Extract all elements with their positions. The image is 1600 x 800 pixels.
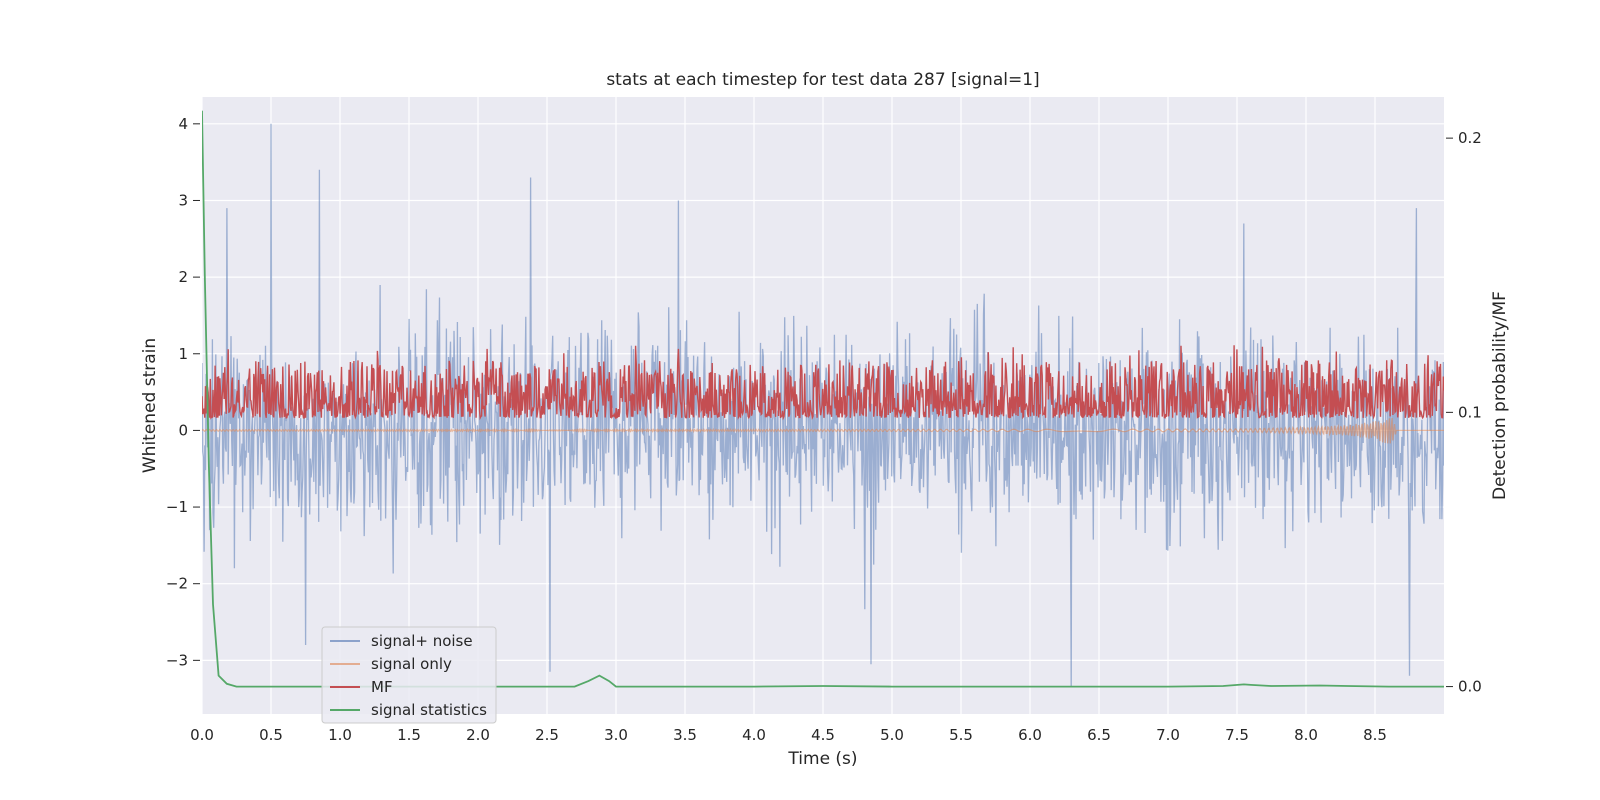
series-signal-noise: [202, 123, 1444, 688]
x-tick-label: 2.5: [535, 726, 559, 744]
x-tick-label: 2.0: [466, 726, 490, 744]
chart-title: stats at each timestep for test data 287…: [606, 70, 1039, 90]
legend: signal+ noise signal only MF signal statist…: [321, 626, 497, 724]
x-tick-label: 0.5: [259, 726, 283, 744]
y2-tick-label: 0.1: [1458, 403, 1482, 421]
legend-label: signal statistics: [371, 701, 487, 719]
y2-tick-label: 0.2: [1458, 129, 1482, 147]
x-tick-label: 1.0: [328, 726, 352, 744]
x-tick-label: 8.5: [1363, 726, 1387, 744]
x-axis-label: Time (s): [787, 749, 857, 769]
series-signal-only: [202, 417, 1444, 444]
y-tick-label: 0: [178, 421, 188, 439]
y2-axis-label: Detection probability/MF: [1490, 291, 1510, 500]
x-tick-label: 3.0: [604, 726, 628, 744]
legend-label: signal+ noise: [371, 632, 473, 650]
series-mf: [202, 345, 1444, 421]
x-tick-label: 3.5: [673, 726, 697, 744]
y-tick-label: −1: [166, 498, 188, 516]
y-tick-label: 2: [178, 268, 188, 286]
x-tick-label: 5.5: [949, 726, 973, 744]
x-tick-label: 5.0: [880, 726, 904, 744]
axes-layer: 0.0 0.5 1.0 1.5 2.0 2.5 3.0 3.5 4.0 4.5 5.0 5.5 6.0 6…: [166, 115, 1482, 744]
x-tick-label: 7.0: [1156, 726, 1180, 744]
x-tick-label: 6.5: [1087, 726, 1111, 744]
y-tick-label: 3: [178, 191, 188, 209]
legend-label: signal only: [371, 655, 452, 673]
x-tick-label: 7.5: [1225, 726, 1249, 744]
y-tick-label: 4: [178, 115, 188, 133]
x-tick-label: 8.0: [1294, 726, 1318, 744]
legend-box: [321, 626, 497, 724]
x-tick-label: 6.0: [1018, 726, 1042, 744]
x-tick-label: 4.0: [742, 726, 766, 744]
x-tick-label: 0.0: [190, 726, 214, 744]
x-tick-label: 1.5: [397, 726, 421, 744]
legend-label: MF: [371, 678, 393, 696]
y2-tick-label: 0.0: [1458, 678, 1482, 696]
series-layer: [202, 110, 1444, 688]
y-axis-label: Whitened strain: [140, 338, 160, 473]
series-signal-statistics: [202, 110, 1444, 688]
y-tick-label: 1: [178, 345, 188, 363]
y-tick-label: −2: [166, 575, 188, 593]
x-tick-label: 4.5: [811, 726, 835, 744]
y-tick-label: −3: [166, 651, 188, 669]
